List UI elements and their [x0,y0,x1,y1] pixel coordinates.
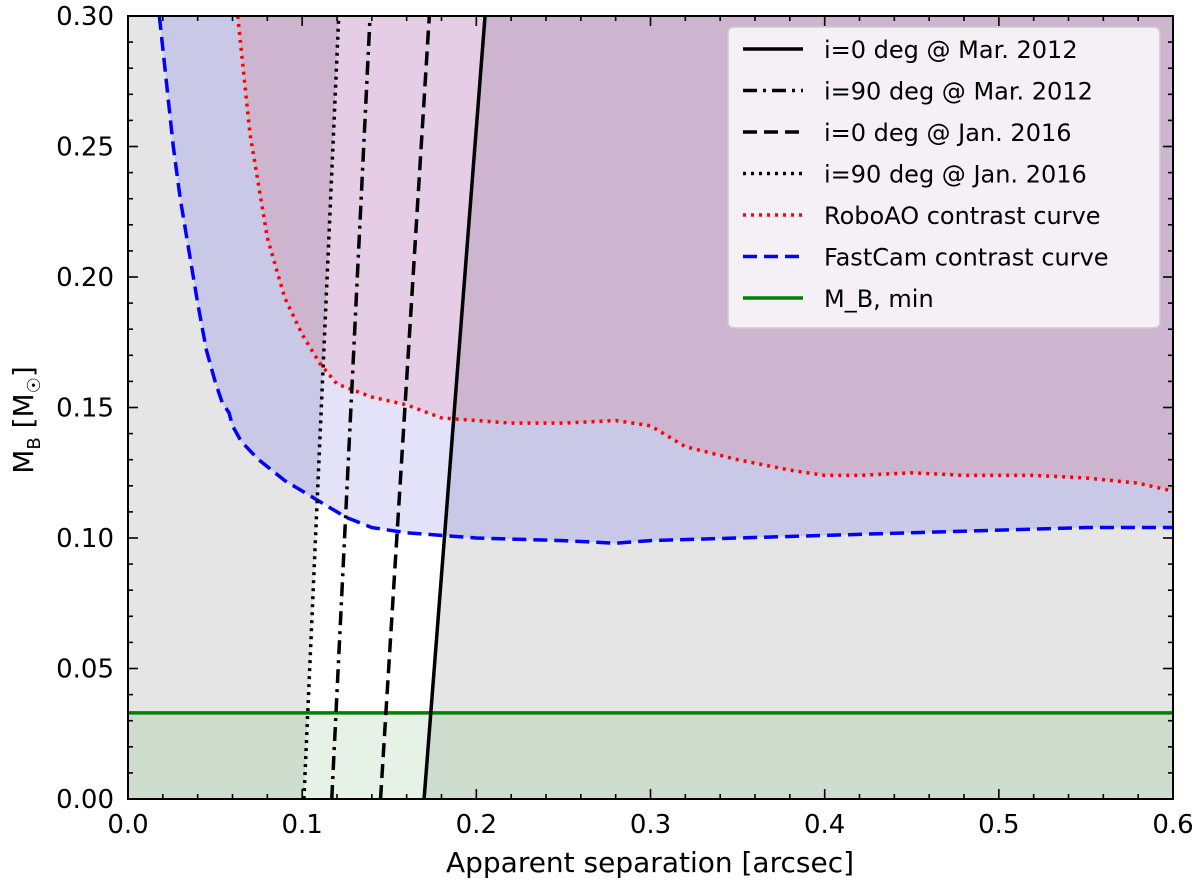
sun-symbol: ☉ [24,377,45,393]
series-line-i-0-deg-jan-2016 [378,16,432,799]
legend-entry: i=90 deg @ Jan. 2016 [743,161,1087,189]
x-tick-label: 0.0 [107,810,148,840]
legend-entry: M_B, min [743,285,934,313]
series-line-roboao-contrast-curve [235,16,1173,493]
x-tick-label: 0.6 [1152,810,1193,840]
x-tick-labels: 0.0 0.1 0.2 0.3 0.4 0.5 0.6 [107,810,1193,840]
x-tick-label: 0.3 [630,810,671,840]
legend-entry: i=0 deg @ Mar. 2012 [743,36,1078,64]
legend-label: i=90 deg @ Mar. 2012 [824,78,1093,106]
legend-entry: RoboAO contrast curve [743,202,1101,230]
series-layer [128,16,1173,799]
x-tick-label: 0.2 [456,810,497,840]
y-tick-label: 0.10 [56,524,114,554]
region-below-min-mass [128,712,1173,799]
series-line-i-90-deg-jan-2016 [302,16,341,799]
legend-label: RoboAO contrast curve [824,202,1101,230]
y-axis-title: MB [M☉] [7,366,45,474]
series-line-i-0-deg-mar-2012 [422,16,487,799]
y-tick-label: 0.15 [56,394,114,424]
x-tick-label: 0.4 [804,810,845,840]
legend-label: i=0 deg @ Mar. 2012 [824,36,1078,64]
legend-box [727,26,1161,329]
y-tick-labels: 0.00 0.05 0.10 0.15 0.20 0.25 0.30 [56,2,114,815]
y-tick-label: 0.00 [56,785,114,815]
legend-label: i=0 deg @ Jan. 2016 [824,119,1072,147]
y-tick-label: 0.30 [56,2,114,32]
y-axis-title-subscript: B [24,437,45,449]
y-tick-label: 0.25 [56,133,114,163]
x-axis-title: Apparent separation [arcsec] [446,846,854,879]
legend: i=0 deg @ Mar. 2012 i=90 deg @ Mar. 2012 i… [727,26,1161,329]
legend-label: FastCam contrast curve [824,244,1109,272]
series-line-fastcam-contrast-curve [157,16,1173,545]
legend-entry: i=0 deg @ Jan. 2016 [743,119,1072,147]
y-tick-label: 0.05 [56,655,114,685]
legend-label: i=90 deg @ Jan. 2016 [824,161,1087,189]
axis-ticks [127,15,1174,800]
legend-label: M_B, min [824,285,934,313]
x-tick-label: 0.1 [281,810,322,840]
y-tick-label: 0.20 [56,263,114,293]
legend-entry: FastCam contrast curve [743,244,1109,272]
x-tick-label: 0.5 [978,810,1019,840]
legend-entry: i=90 deg @ Mar. 2012 [743,78,1093,106]
